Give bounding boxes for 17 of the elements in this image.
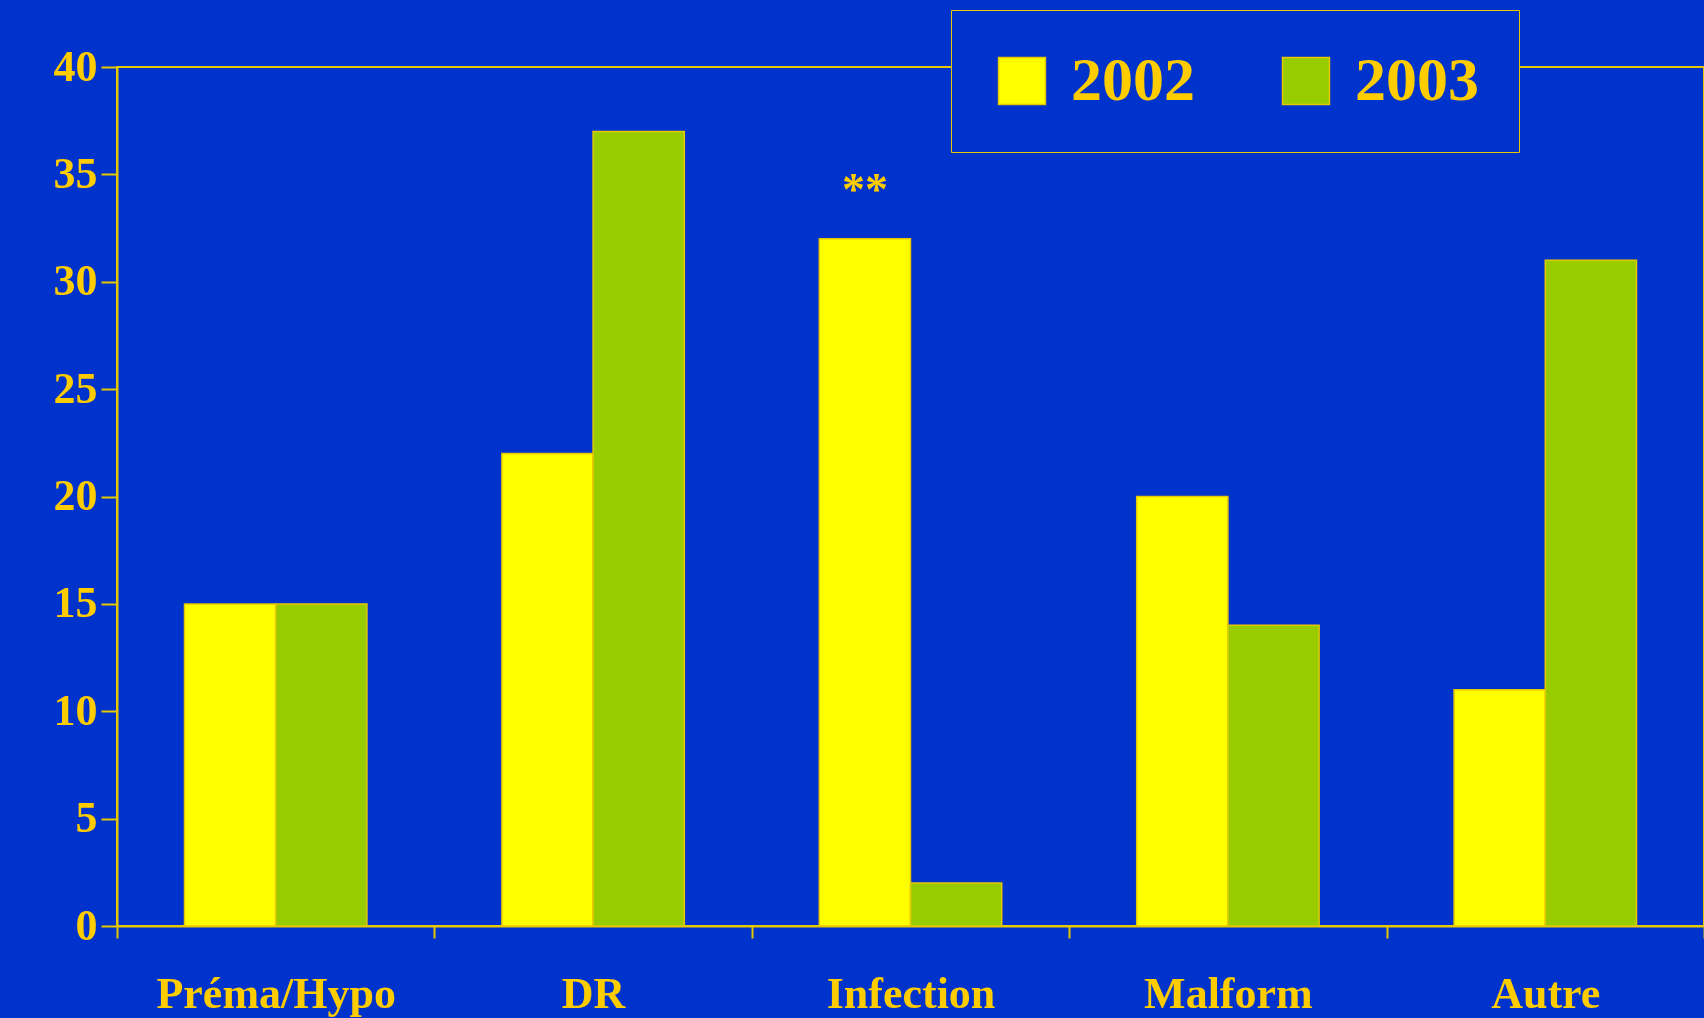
y-tick-label: 5 <box>75 793 98 843</box>
x-tick-label: Autre <box>1491 968 1601 1018</box>
legend-label: 2002 <box>1071 45 1195 113</box>
y-tick-label: 15 <box>53 578 98 628</box>
y-tick-label: 10 <box>53 685 98 735</box>
y-tick-label: 30 <box>53 256 98 306</box>
legend-label: 2003 <box>1355 45 1479 113</box>
annotation: ** <box>841 163 888 215</box>
x-tick-label: Préma/Hypo <box>156 968 396 1018</box>
y-tick-label: 40 <box>53 41 98 91</box>
y-tick-label: 35 <box>53 148 98 198</box>
y-tick-label: 0 <box>75 900 98 950</box>
x-tick-label: Infection <box>826 968 996 1018</box>
x-tick-label: DR <box>561 968 627 1018</box>
x-tick-label: Malform <box>1144 968 1313 1018</box>
y-tick-label: 25 <box>53 363 98 413</box>
y-tick-label: 20 <box>53 471 98 520</box>
